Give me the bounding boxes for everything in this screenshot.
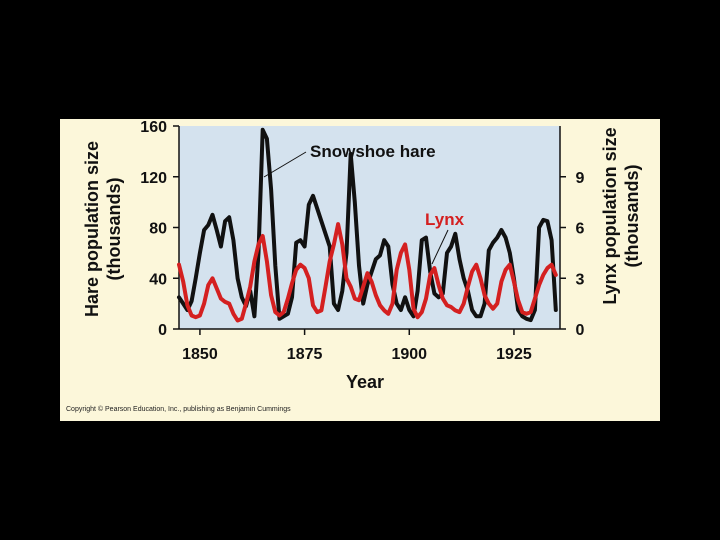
annotation-snowshoe-hare: Snowshoe hare xyxy=(310,142,436,161)
annotation-lynx: Lynx xyxy=(425,210,465,229)
right-axis-title: Lynx population size (thousands) xyxy=(600,127,642,304)
x-axis-title: Year xyxy=(346,372,384,392)
left-tick-label: 120 xyxy=(140,170,167,187)
annotation-leader-lynx xyxy=(431,229,449,265)
left-tick-label: 80 xyxy=(149,221,167,238)
left-axis-title-line1: Hare population size xyxy=(82,141,102,317)
right-axis-title-line1: Lynx population size xyxy=(600,127,620,304)
right-tick-label: 6 xyxy=(576,221,585,238)
figure-panel: 0 40 80 120 160 0 3 6 9 1850 1875 1900 1925 Year Hare … xyxy=(60,119,660,421)
population-chart: 0 40 80 120 160 0 3 6 9 1850 1875 1900 1925 Year Hare … xyxy=(82,119,642,392)
series-line-lynx xyxy=(177,222,558,323)
annotation-leader-hare xyxy=(263,151,307,178)
left-tick-label: 0 xyxy=(158,322,167,339)
x-tick-label: 1900 xyxy=(391,346,427,363)
right-tick-label: 9 xyxy=(576,170,585,187)
series-line-snowshoe-hare xyxy=(177,127,558,323)
left-tick-label: 160 xyxy=(140,119,167,136)
left-axis-title: Hare population size (thousands) xyxy=(82,141,124,317)
x-tick-label: 1875 xyxy=(287,346,323,363)
right-axis-title-line2: (thousands) xyxy=(622,165,642,268)
x-tick-label: 1925 xyxy=(496,346,532,363)
right-tick-label: 0 xyxy=(576,322,585,339)
left-tick-label: 40 xyxy=(149,271,167,288)
copyright-notice: Copyright © Pearson Education, Inc., pub… xyxy=(66,406,291,413)
left-axis-title-line2: (thousands) xyxy=(104,178,124,281)
right-tick-label: 3 xyxy=(576,271,585,288)
x-tick-label: 1850 xyxy=(182,346,218,363)
